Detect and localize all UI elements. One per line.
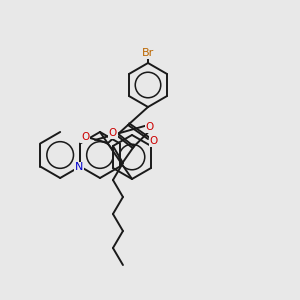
Text: N: N: [75, 163, 83, 172]
Text: Br: Br: [142, 48, 154, 58]
Text: O: O: [81, 132, 89, 142]
Text: O: O: [150, 136, 158, 146]
Text: O: O: [109, 128, 117, 139]
Text: O: O: [146, 122, 154, 133]
